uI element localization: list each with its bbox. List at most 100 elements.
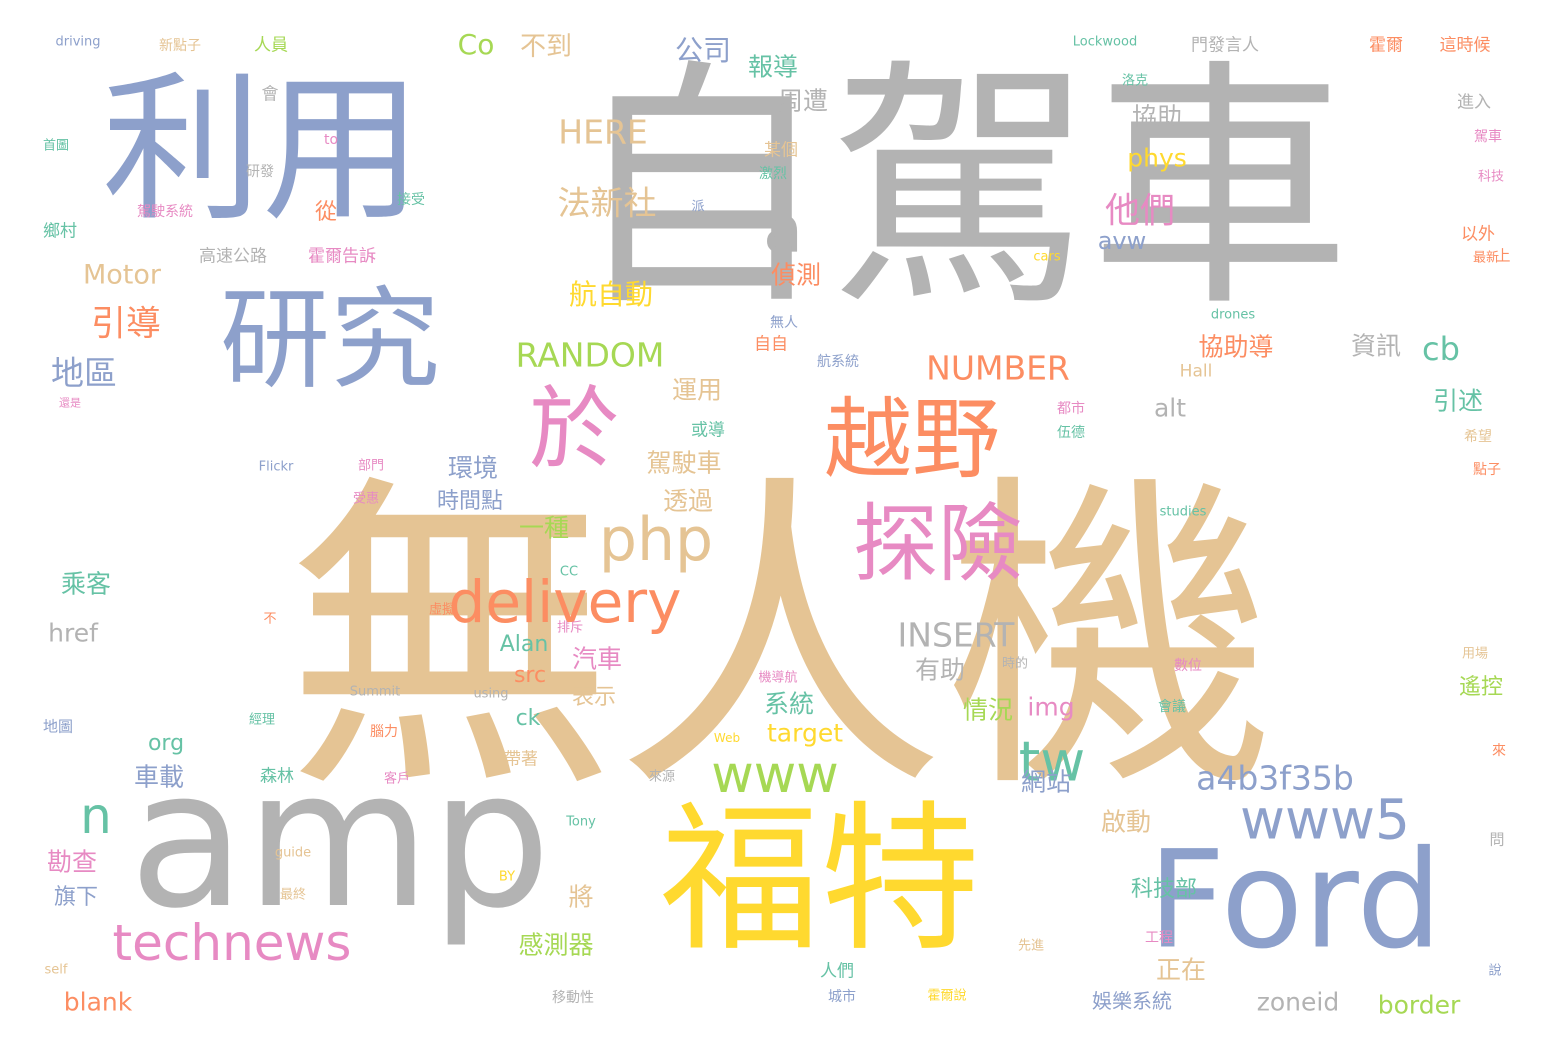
word-cloud-term: 森林 bbox=[260, 766, 294, 787]
word-cloud-term: 城市 bbox=[828, 989, 856, 1005]
word-cloud-term: 洛克 bbox=[1121, 73, 1149, 89]
word-cloud-term: phys bbox=[1127, 143, 1187, 173]
word-cloud-term: 門發言人 bbox=[1191, 35, 1259, 56]
word-cloud-term: 透過 bbox=[662, 486, 714, 516]
word-cloud-term: 旗下 bbox=[53, 885, 99, 910]
word-cloud-term: 說 bbox=[1488, 963, 1502, 979]
word-cloud-term: Flickr bbox=[258, 459, 294, 475]
word-cloud-term: 機導航 bbox=[758, 670, 798, 686]
word-cloud-term: 乘客 bbox=[60, 569, 112, 599]
word-cloud-term: 引導 bbox=[90, 304, 162, 345]
word-cloud-term: 系統 bbox=[763, 689, 815, 719]
word-cloud-term: 利用 bbox=[101, 56, 423, 243]
word-cloud-term: 環境 bbox=[447, 453, 499, 483]
word-cloud-term: 霍爾 bbox=[1369, 35, 1403, 56]
word-cloud-term: 航自動 bbox=[568, 278, 654, 311]
word-cloud-term: 情況 bbox=[962, 695, 1014, 725]
word-cloud-term: 會 bbox=[261, 84, 279, 105]
word-cloud-term: 協助導 bbox=[1198, 332, 1274, 362]
word-cloud-term: 駕駛系統 bbox=[137, 204, 193, 220]
word-cloud-term: Tony bbox=[566, 814, 596, 830]
word-cloud-term: 不 bbox=[263, 611, 277, 627]
word-cloud-term: HERE bbox=[558, 112, 648, 152]
word-cloud-term: drones bbox=[1210, 307, 1256, 323]
word-cloud-term: 派 bbox=[691, 199, 705, 215]
word-cloud-term: 這時候 bbox=[1439, 35, 1491, 56]
word-cloud-term: 偵測 bbox=[770, 260, 822, 290]
word-cloud-term: 最新 bbox=[1472, 250, 1500, 266]
word-cloud-term: NUMBER bbox=[926, 348, 1070, 388]
word-cloud-term: 以外 bbox=[1461, 224, 1495, 245]
word-cloud-term: delivery bbox=[448, 568, 682, 636]
word-cloud-term: 車載 bbox=[133, 762, 185, 792]
word-cloud-term: 福特 bbox=[659, 786, 981, 973]
word-cloud-term: 不到 bbox=[519, 32, 573, 62]
word-cloud-term: 上 bbox=[1495, 246, 1511, 265]
word-cloud-term: alt bbox=[1153, 393, 1187, 423]
word-cloud-term: cb bbox=[1422, 330, 1460, 368]
word-cloud-term: guide bbox=[274, 845, 312, 861]
word-cloud-term: tw bbox=[1018, 729, 1086, 794]
word-cloud-term: 一種 bbox=[518, 513, 570, 543]
word-cloud-term: target bbox=[766, 718, 844, 748]
word-cloud-term: 會議 bbox=[1158, 699, 1186, 715]
word-cloud-term: 勘查 bbox=[46, 847, 98, 877]
word-cloud-term: using bbox=[473, 686, 509, 702]
word-cloud-term: img bbox=[1027, 692, 1075, 722]
word-cloud-term: avw bbox=[1097, 227, 1147, 255]
word-cloud-term: 移動性 bbox=[552, 990, 594, 1006]
word-cloud-term: 於 bbox=[529, 377, 619, 482]
word-cloud-term: org bbox=[147, 731, 185, 756]
word-cloud-term: cars bbox=[1033, 249, 1061, 265]
word-cloud-term: a4b3f35b bbox=[1196, 758, 1354, 798]
word-cloud-term: 他們 bbox=[1104, 191, 1176, 232]
word-cloud-term: 首圖 bbox=[42, 138, 70, 154]
word-cloud-term: ck bbox=[515, 706, 541, 731]
word-cloud-term: self bbox=[44, 962, 68, 978]
word-cloud-term: 駕駛車 bbox=[646, 448, 722, 478]
word-cloud-term: 越野 bbox=[823, 388, 1001, 491]
word-cloud-term: 用場 bbox=[1461, 646, 1489, 662]
word-cloud-term: CC bbox=[559, 564, 579, 580]
word-cloud-term: 運用 bbox=[671, 375, 723, 405]
word-cloud-term: www bbox=[711, 745, 839, 805]
word-cloud-term: amp bbox=[128, 729, 552, 950]
word-cloud-term: 激烈 bbox=[759, 166, 787, 182]
word-cloud-term: 無人機 bbox=[285, 448, 1275, 832]
word-cloud-term: Summit bbox=[349, 684, 401, 700]
word-cloud-term: zoneid bbox=[1256, 987, 1340, 1017]
word-cloud-term: Motor bbox=[82, 259, 162, 291]
word-cloud-term: 遙控 bbox=[1458, 675, 1504, 700]
word-cloud-term: 最終 bbox=[279, 887, 307, 903]
word-cloud-term: 自駕車 bbox=[570, 39, 1350, 341]
word-cloud-term: 進入 bbox=[1457, 92, 1491, 113]
word-cloud-term: 地區 bbox=[51, 353, 117, 393]
word-cloud-term: 啟動 bbox=[1100, 807, 1152, 837]
word-cloud-term: 霍爾說 bbox=[927, 988, 967, 1004]
word-cloud-term: 伍德 bbox=[1057, 425, 1085, 441]
word-cloud-term: 研發 bbox=[246, 164, 274, 180]
word-cloud-term: INSERT bbox=[897, 615, 1015, 655]
word-cloud-term: technews bbox=[112, 914, 352, 972]
word-cloud-term: Co bbox=[457, 28, 495, 61]
word-cloud-term: href bbox=[48, 618, 98, 648]
word-cloud-term: 無人 bbox=[770, 315, 798, 331]
word-cloud-term: 從 bbox=[314, 200, 338, 225]
word-cloud-term: 駕車 bbox=[1474, 129, 1502, 145]
word-cloud-term: 接受 bbox=[397, 192, 425, 208]
word-cloud-term: RANDOM bbox=[515, 335, 665, 375]
word-cloud-term: 人員 bbox=[254, 35, 288, 56]
word-cloud-term: 人們 bbox=[820, 961, 854, 982]
word-cloud-term: 科技 bbox=[1477, 169, 1505, 185]
word-cloud-term: 高速公路 bbox=[199, 246, 267, 267]
word-cloud-term: Lockwood bbox=[1072, 34, 1138, 50]
word-cloud-term: 來源 bbox=[648, 769, 676, 785]
word-cloud-term: 自自 bbox=[754, 334, 788, 355]
word-cloud-term: 虛擬 bbox=[428, 602, 456, 618]
word-cloud-term: n bbox=[80, 787, 112, 845]
word-cloud-term: 時間點 bbox=[436, 489, 504, 514]
word-cloud-term: 航系統 bbox=[817, 354, 859, 370]
word-cloud-term: 研究 bbox=[220, 276, 440, 404]
word-cloud-term: blank bbox=[63, 987, 133, 1017]
